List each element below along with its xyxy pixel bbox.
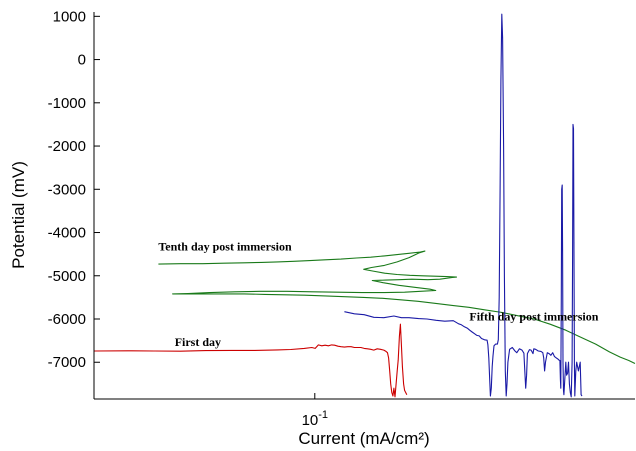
series-layer	[93, 13, 636, 398]
y-tick-label: 0	[78, 52, 86, 69]
y-tick-label: 1000	[53, 8, 86, 25]
y-tick-label: -2000	[48, 138, 86, 155]
y-tick-label: -4000	[48, 225, 86, 242]
y-tick-label: -1000	[48, 95, 86, 112]
y-ticks: 1000 0 -1000 -2000 -3000 -4000 -5000 -6000 -7000	[48, 8, 100, 371]
y-tick-label: -3000	[48, 181, 86, 198]
series-line-1	[93, 323, 408, 398]
annotations: Tenth day post immersion First day Fifth…	[158, 240, 598, 349]
series-line-2	[158, 250, 636, 364]
x-tick-label: 10-1	[302, 409, 328, 429]
annotation-fifth-day: Fifth day post immersion	[469, 310, 598, 324]
annotation-tenth-day: Tenth day post immersion	[158, 240, 292, 254]
plot-area	[94, 12, 635, 399]
x-ticks: 10-1	[302, 393, 328, 429]
y-tick-label: -6000	[48, 311, 86, 328]
series-line-3	[344, 13, 583, 398]
annotation-first-day: First day	[175, 335, 221, 349]
axes	[93, 12, 635, 400]
x-axis-title: Current (mA/cm²)	[298, 429, 429, 448]
y-axis-title: Potential (mV)	[9, 161, 28, 269]
y-tick-label: -5000	[48, 268, 86, 285]
y-tick-label: -7000	[48, 354, 86, 371]
